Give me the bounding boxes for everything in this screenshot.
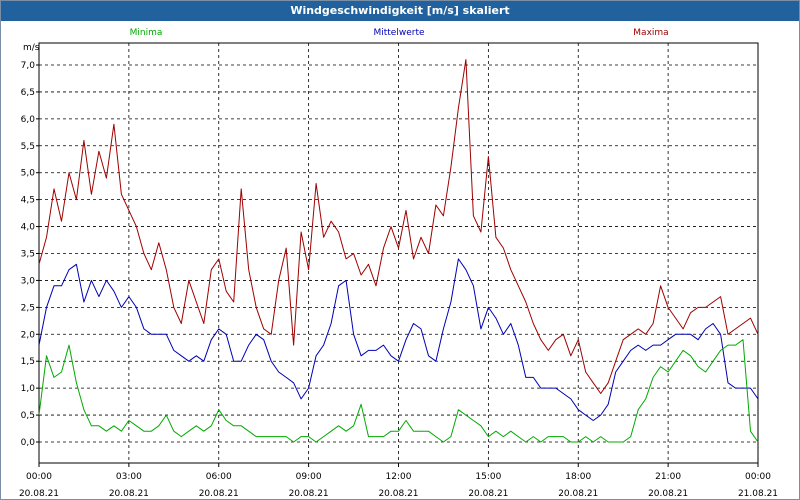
grid-lines (38, 42, 759, 464)
y-tick-label: 1,5 (21, 357, 35, 367)
y-tick-label: 0,0 (21, 438, 36, 448)
x-tick-date-label: 20.08.21 (19, 489, 59, 499)
window-title: Windgeschwindigkeit [m/s] skaliert (1, 1, 799, 21)
y-tick-label: 6,0 (21, 115, 36, 125)
series-line-mittelwerte (38, 258, 759, 421)
series-line-maxima (38, 59, 759, 394)
x-tick-date-label: 21.08.21 (738, 489, 778, 499)
series-line-minima (38, 339, 759, 443)
x-tick-time-label: 03:00 (116, 472, 142, 482)
x-tick-date-label: 20.08.21 (468, 489, 508, 499)
x-tick-time-label: 09:00 (296, 472, 322, 482)
x-tick-time-label: 12:00 (386, 472, 412, 482)
x-tick-time-label: 00:00 (745, 472, 771, 482)
x-tick-time-label: 06:00 (206, 472, 232, 482)
y-tick-label: 4,0 (21, 223, 36, 233)
y-tick-label: 2,0 (21, 330, 36, 340)
legend-item-maxima: Maxima (633, 28, 668, 38)
y-tick-label: 4,5 (21, 196, 35, 206)
y-tick-label: 3,5 (21, 250, 35, 260)
y-tick-label: 1,0 (21, 384, 36, 394)
x-tick-time-label: 18:00 (565, 472, 591, 482)
series-layer (38, 59, 759, 443)
x-tick-date-label: 20.08.21 (558, 489, 598, 499)
x-tick-date-label: 20.08.21 (648, 489, 688, 499)
legend: Minima Mittelwerte Maxima (130, 28, 669, 38)
x-tick-date-label: 20.08.21 (378, 489, 418, 499)
y-tick-label: 5,5 (21, 142, 35, 152)
y-tick-label: 7,0 (21, 61, 36, 71)
x-tick-time-label: 21:00 (655, 472, 681, 482)
x-tick-time-label: 00:00 (26, 472, 52, 482)
x-tick-time-label: 15:00 (475, 472, 501, 482)
y-axis-unit-label: m/s (23, 43, 40, 53)
x-axis-ticks: 00:00 20.08.21 03:00 20.08.21 06:00 20.08.21 0… (19, 463, 778, 499)
wind-speed-chart: m/s 0,0 0,5 1,0 1,5 2,0 2,5 3,0 3,5 4,0 4,5 5,0 5,5… (19, 28, 778, 499)
y-axis-ticks: 0,0 0,5 1,0 1,5 2,0 2,5 3,0 3,5 4,0 4,5 5,0 5,5 6,0 6… (21, 61, 39, 448)
legend-item-minima: Minima (130, 28, 163, 38)
x-tick-date-label: 20.08.21 (199, 489, 239, 499)
x-tick-date-label: 20.08.21 (289, 489, 329, 499)
legend-item-mittelwerte: Mittelwerte (373, 28, 424, 38)
y-tick-label: 6,5 (21, 88, 35, 98)
y-tick-label: 0,5 (21, 411, 35, 421)
y-tick-label: 5,0 (21, 169, 36, 179)
x-tick-date-label: 20.08.21 (109, 489, 149, 499)
y-tick-label: 2,5 (21, 303, 35, 313)
y-tick-label: 3,0 (21, 276, 36, 286)
